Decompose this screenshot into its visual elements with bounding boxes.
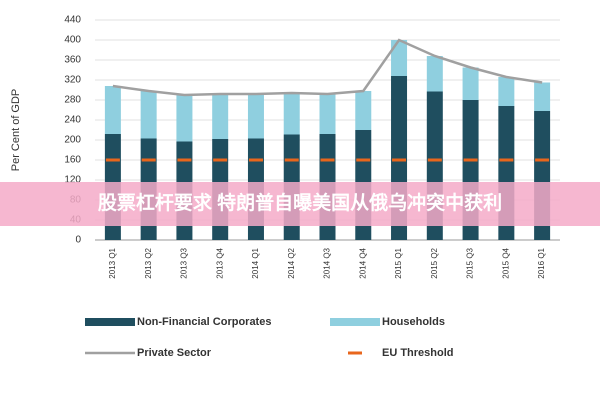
x-tick-label: 2013 Q4	[215, 247, 224, 278]
bar	[498, 77, 515, 106]
x-tick-label: 2015 Q3	[466, 247, 475, 278]
bar	[140, 91, 157, 139]
x-tick-label: 2015 Q1	[394, 247, 403, 278]
bar	[391, 40, 408, 76]
y-tick-label: 440	[64, 15, 81, 26]
bar	[212, 94, 229, 139]
bar	[355, 91, 372, 130]
y-tick-label: 280	[64, 95, 81, 106]
x-tick-label: 2015 Q4	[501, 247, 510, 278]
y-tick-label: 360	[64, 55, 81, 66]
y-tick-label: 200	[64, 135, 81, 146]
legend-label: Non-Financial Corporates	[137, 316, 271, 328]
y-tick-label: 320	[64, 75, 81, 86]
x-tick-label: 2013 Q2	[144, 247, 153, 278]
y-tick-label: 0	[75, 235, 81, 246]
x-tick-label: 2013 Q3	[180, 247, 189, 278]
bar	[247, 94, 264, 139]
bar	[104, 86, 121, 134]
legend-label: Private Sector	[137, 347, 212, 359]
bar	[319, 94, 336, 134]
bar	[534, 82, 551, 111]
x-tick-label: 2015 Q2	[430, 247, 439, 278]
bar	[462, 67, 479, 100]
bar	[176, 95, 193, 142]
x-tick-label: 2016 Q1	[537, 247, 546, 278]
x-tick-label: 2014 Q4	[358, 247, 367, 278]
y-tick-label: 160	[64, 155, 81, 166]
y-axis-label: Per Cent of GDP	[10, 89, 22, 172]
y-tick-label: 240	[64, 115, 81, 126]
banner-text: 股票杠杆要求 特朗普自曝美国从俄乌冲突中获利	[98, 191, 502, 214]
line	[112, 38, 543, 97]
x-tick-label: 2013 Q1	[108, 247, 117, 278]
x-tick-label: 2014 Q2	[287, 247, 296, 278]
x-tick-label: 2014 Q1	[251, 247, 260, 278]
legend-label: EU Threshold	[382, 347, 454, 359]
banner-background	[0, 182, 600, 226]
y-tick-label: 400	[64, 35, 81, 46]
x-tick-label: 2014 Q3	[323, 247, 332, 278]
y-tick-label: 120	[64, 175, 81, 186]
legend-label: Households	[382, 316, 445, 328]
bar	[283, 93, 300, 135]
legend-swatch	[85, 318, 135, 326]
legend-swatch	[330, 318, 380, 326]
bar	[426, 56, 443, 92]
